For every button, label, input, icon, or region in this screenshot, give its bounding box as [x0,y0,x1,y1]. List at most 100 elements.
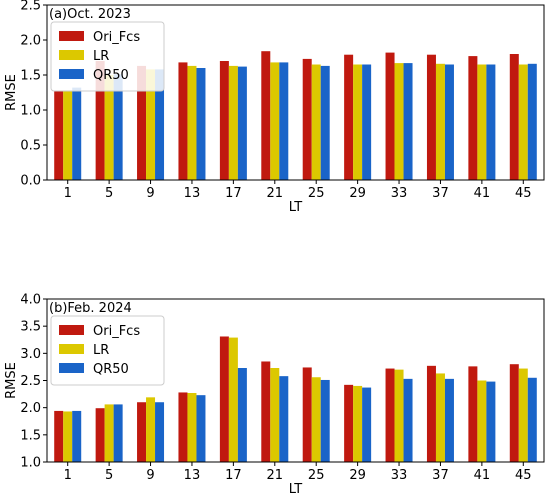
x-tick-label-b-25: 25 [308,468,325,483]
x-tick-label-a-33: 33 [391,186,408,201]
bar-b-lr-lt17 [228,337,238,462]
bar-a-ori-fcs-lt41 [468,56,478,180]
x-tick-label-b-9: 9 [146,468,154,483]
legend-swatch-a-2 [59,69,84,79]
y-tick-label-a-1.0: 1.0 [20,104,41,119]
bar-a-lr-lt21 [270,62,280,180]
bar-a-lr-lt9 [146,69,156,180]
x-tick-label-a-5: 5 [105,186,113,201]
chart-title-a: (a)Oct. 2023 [49,7,131,22]
bar-a-qr50-lt25 [320,65,330,180]
bar-a-qr50-lt37 [444,64,454,180]
x-tick-label-a-45: 45 [515,186,532,201]
plot-frame-b [46,298,545,463]
bar-b-qr50-lt29 [362,387,372,462]
bar-a-qr50-lt17 [237,66,247,180]
x-axis-label-b: LT [289,482,302,497]
x-tick-label-b-29: 29 [349,468,366,483]
bar-a-qr50-lt33 [403,63,413,180]
y-tick-label-b-1.0: 1.0 [20,456,41,471]
y-axis-label-b: RMSE [4,362,19,399]
legend-swatch-a-1 [59,50,84,60]
legend-label-a-0: Ori_Fcs [93,30,140,45]
y-tick-label-a-2.0: 2.0 [20,34,41,49]
bar-a-ori-fcs-lt9 [137,65,147,180]
x-tick-label-a-1: 1 [64,186,72,201]
bar-b-ori-fcs-lt13 [178,392,188,462]
bar-a-qr50-lt5 [113,74,123,180]
y-tick-label-b-2.5: 2.5 [20,374,41,389]
bar-a-lr-lt41 [477,64,487,180]
bar-b-ori-fcs-lt45 [509,364,519,462]
x-tick-label-a-41: 41 [474,186,491,201]
bar-a-lr-lt37 [435,63,445,180]
bar-a-qr50-lt1 [72,87,82,180]
bar-a-lr-lt1 [63,90,73,180]
bar-a-ori-fcs-lt29 [344,54,354,181]
legend-label-b-1: LR [93,343,109,358]
bar-a-ori-fcs-lt45 [509,54,519,180]
y-tick-label-a-1.5: 1.5 [20,69,41,84]
bar-b-ori-fcs-lt25 [302,367,312,462]
bar-b-qr50-lt33 [403,378,413,462]
bar-a-qr50-lt21 [279,62,289,180]
bar-b-qr50-lt17 [237,368,247,462]
bar-a-lr-lt5 [104,75,114,180]
chart-panel-b: 1 5 9 13 17 21 25 29 33 37 41 45 1.0 1.5 2.0 2.5 3.0 3.5 4… [4,293,545,497]
bar-b-qr50-lt5 [113,404,123,462]
chart-title-b: (b)Feb. 2024 [49,301,132,316]
bar-b-lr-lt45 [518,368,528,462]
legend-label-b-0: Ori_Fcs [93,324,140,339]
x-tick-label-b-1: 1 [64,468,72,483]
bar-b-ori-fcs-lt17 [219,336,229,462]
y-tick-label-b-3.0: 3.0 [20,347,41,362]
bar-b-ori-fcs-lt33 [385,368,395,462]
bar-b-lr-lt1 [63,411,73,462]
bar-b-qr50-lt13 [196,395,206,462]
x-tick-label-a-29: 29 [349,186,366,201]
x-tick-label-b-37: 37 [432,468,449,483]
legend-swatch-a-0 [59,31,84,41]
bar-b-ori-fcs-lt41 [468,366,478,462]
bar-b-lr-lt37 [435,373,445,462]
bar-b-lr-lt9 [146,397,156,462]
bar-b-lr-lt25 [311,377,321,462]
bar-b-lr-lt21 [270,368,280,462]
bar-b-ori-fcs-lt37 [426,365,436,462]
bar-a-lr-lt29 [353,64,363,180]
bar-a-ori-fcs-lt1 [54,91,64,180]
x-tick-label-b-45: 45 [515,468,532,483]
bar-a-qr50-lt29 [362,64,372,180]
bar-a-lr-lt13 [187,65,197,180]
x-axis-label-a: LT [289,200,302,215]
x-tick-label-a-13: 13 [184,186,201,201]
x-tick-label-a-9: 9 [146,186,154,201]
legend-label-a-2: QR50 [93,68,129,83]
bar-a-lr-lt33 [394,63,404,180]
y-tick-label-b-4.0: 4.0 [20,293,41,308]
bar-b-lr-lt5 [104,404,114,462]
chart-panel-a: 1 5 9 13 17 21 25 29 33 37 41 45 0.0 0.5 1.0 1.5 2.0 2.5 (… [4,0,545,215]
bar-b-ori-fcs-lt9 [137,402,147,462]
x-tick-label-a-37: 37 [432,186,449,201]
x-tick-label-b-33: 33 [391,468,408,483]
bar-b-ori-fcs-lt21 [261,361,271,462]
legend-label-a-1: LR [93,49,109,64]
bar-a-ori-fcs-lt37 [426,54,436,181]
y-tick-label-a-0.0: 0.0 [20,174,41,189]
bar-b-qr50-lt21 [279,376,289,462]
bar-b-ori-fcs-lt29 [344,384,354,462]
x-tick-label-b-17: 17 [225,468,242,483]
bar-b-qr50-lt45 [527,377,537,462]
x-tick-label-a-21: 21 [267,186,284,201]
bar-a-ori-fcs-lt5 [95,61,105,180]
bar-a-lr-lt17 [228,65,238,180]
y-tick-label-b-1.5: 1.5 [20,428,41,443]
x-tick-label-b-5: 5 [105,468,113,483]
bar-b-lr-lt13 [187,393,197,462]
bar-a-ori-fcs-lt21 [261,51,271,181]
bar-a-qr50-lt9 [155,69,165,180]
bar-b-qr50-lt9 [155,402,165,462]
